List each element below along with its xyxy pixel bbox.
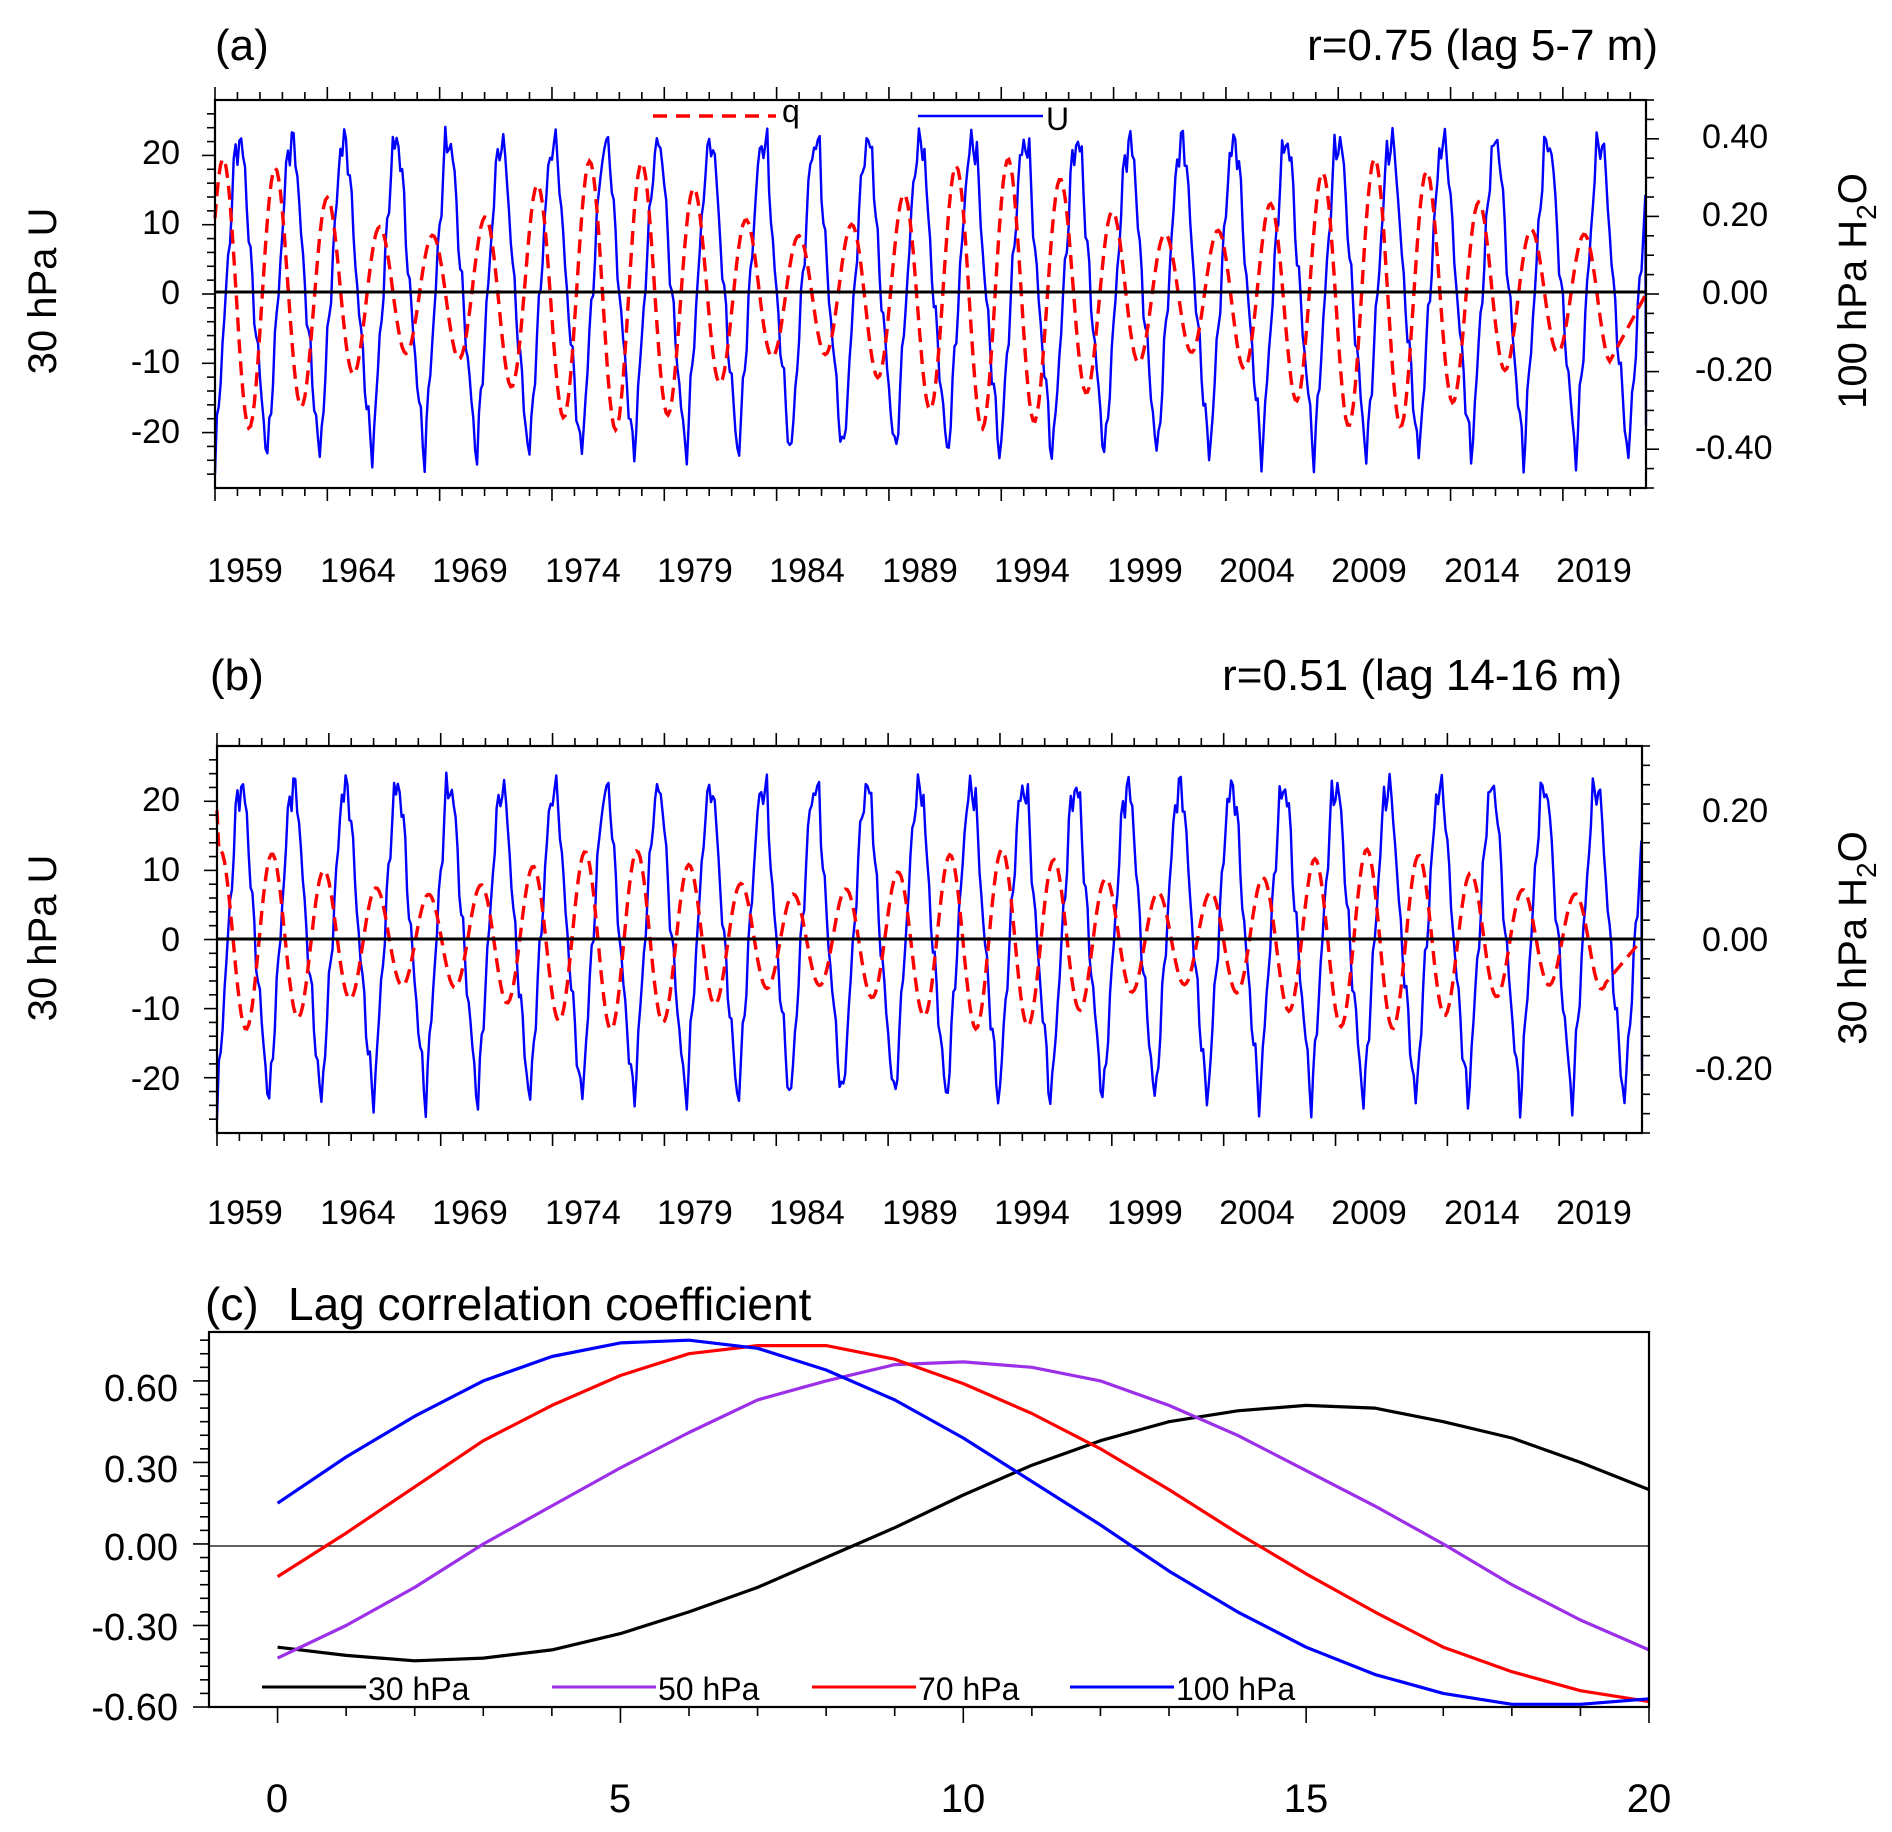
panel-a-xtick-label: 1974 bbox=[545, 552, 621, 590]
panel-c-frame bbox=[207, 1330, 1651, 1709]
panel-c-title: Lag correlation coefficient bbox=[288, 1278, 812, 1330]
panel-a-ytick-left: 20 bbox=[142, 134, 180, 172]
panel-b-xtick-label: 1974 bbox=[545, 1194, 621, 1232]
panel-b-xtick-label: 1969 bbox=[432, 1194, 508, 1232]
panel-a-xtick-label: 1964 bbox=[320, 552, 396, 590]
panel-b-ytick-left: 20 bbox=[142, 781, 180, 819]
panel-c-ytick-label: -0.30 bbox=[91, 1607, 178, 1649]
panel-b-xtick-label: 1959 bbox=[207, 1194, 283, 1232]
panel-b-xtick-label: 1964 bbox=[320, 1194, 396, 1232]
panel-b-ylabel-right-tail: O bbox=[1831, 831, 1875, 862]
panel-b-label: (b) bbox=[210, 651, 264, 700]
panel-b-ytick-left: 0 bbox=[161, 921, 180, 959]
panel-a-frame bbox=[213, 98, 1648, 490]
panel-b-annotation: r=0.51 (lag 14-16 m) bbox=[1222, 651, 1622, 700]
panel-b-ytick-left: -10 bbox=[131, 990, 180, 1028]
panel-a-xtick-label: 1999 bbox=[1107, 552, 1183, 590]
panel-b-ytick-right: -0.20 bbox=[1695, 1050, 1773, 1088]
panel-a-q-series-line bbox=[213, 156, 1648, 434]
legend-30hpa-label: 30 hPa bbox=[368, 1671, 470, 1707]
panel-c-legend: 30 hPa 50 hPa 70 hPa 100 hPa bbox=[262, 1671, 1295, 1707]
panel-b-xtick-label: 1999 bbox=[1107, 1194, 1183, 1232]
panel-c-ytick-label: 0.30 bbox=[104, 1449, 178, 1491]
panel-a: (a) r=0.75 (lag 5-7 m) 30 hPa U 100 hPa … bbox=[21, 21, 1882, 590]
panel-a-legend: q U bbox=[653, 93, 1069, 137]
panel-a-ylabel-right: 100 hPa H2O bbox=[1831, 173, 1882, 409]
panel-a-ylabel-right-tail: O bbox=[1831, 173, 1875, 204]
panel-c-p70-line bbox=[276, 1344, 1650, 1704]
panel-c-xtick-label: 15 bbox=[1284, 1777, 1329, 1821]
panel-a-xtick-label: 1969 bbox=[432, 552, 508, 590]
panel-b-ylabel-right-sub: 2 bbox=[1851, 862, 1882, 878]
panel-a-ytick-left: -20 bbox=[131, 413, 180, 451]
panel-b-xtick-label: 2004 bbox=[1219, 1194, 1295, 1232]
panel-c-xtick-label: 20 bbox=[1627, 1777, 1672, 1821]
panel-b-xtick-label: 1984 bbox=[769, 1194, 845, 1232]
panel-b-xtick-label: 2009 bbox=[1331, 1194, 1407, 1232]
panel-c-p50-line bbox=[276, 1360, 1650, 1660]
panel-a-ylabel-left: 30 hPa U bbox=[21, 208, 65, 375]
panel-b-ylabel-right-main: 30 hPa H bbox=[1831, 878, 1875, 1045]
panel-a-xtick-label: 2014 bbox=[1444, 552, 1520, 590]
panel-a-ylabel-right-main: 100 hPa H bbox=[1831, 220, 1875, 409]
panel-a-xtick-label: 2009 bbox=[1331, 552, 1407, 590]
panel-c-xtick-label: 10 bbox=[941, 1777, 986, 1821]
panel-c-p100-line bbox=[276, 1338, 1650, 1706]
panel-b-U-series-line bbox=[215, 771, 1644, 1120]
panel-a-ytick-right: 0.40 bbox=[1702, 118, 1768, 156]
panel-b-xtick-label: 1994 bbox=[994, 1194, 1070, 1232]
panel-b-ylabel-right: 30 hPa H2O bbox=[1831, 831, 1882, 1044]
panel-a-ytick-left: -10 bbox=[131, 343, 180, 381]
panel-b-frame bbox=[215, 744, 1644, 1135]
panel-a-ylabel-right-sub: 2 bbox=[1851, 204, 1882, 220]
panel-a-ytick-right: -0.40 bbox=[1695, 429, 1773, 467]
panel-b-ytick-left: -20 bbox=[131, 1060, 180, 1098]
panel-c-label: (c) bbox=[205, 1278, 259, 1330]
panel-b: (b) r=0.51 (lag 14-16 m) 30 hPa U 30 hPa… bbox=[21, 651, 1882, 1232]
panel-a-xtick-label: 1984 bbox=[769, 552, 845, 590]
panel-a-xtick-label: 1979 bbox=[657, 552, 733, 590]
panel-a-ytick-right: 0.00 bbox=[1702, 274, 1768, 312]
legend-U-label: U bbox=[1046, 101, 1069, 137]
panel-a-data-lines bbox=[213, 125, 1648, 475]
panel-c-xtick-label: 5 bbox=[609, 1777, 631, 1821]
panel-b-xtick-label: 2014 bbox=[1444, 1194, 1520, 1232]
panel-a-annotation: r=0.75 (lag 5-7 m) bbox=[1307, 21, 1658, 70]
panel-c-ticks bbox=[193, 1339, 1650, 1723]
panel-c-data-lines bbox=[276, 1338, 1650, 1706]
panel-b-ticks bbox=[204, 733, 1655, 1146]
panel-b-xtick-label: 1989 bbox=[882, 1194, 958, 1232]
panel-c-ytick-label: 0.60 bbox=[104, 1368, 178, 1410]
panel-a-ytick-right: -0.20 bbox=[1695, 351, 1773, 389]
panel-c-ytick-label: -0.60 bbox=[91, 1687, 178, 1729]
panel-c-p30-line bbox=[277, 1403, 1650, 1663]
panel-a-U-series-line bbox=[213, 125, 1648, 475]
panel-a-xtick-label: 1994 bbox=[994, 552, 1070, 590]
panel-b-ytick-right: 0.00 bbox=[1702, 921, 1768, 959]
panel-a-ticks bbox=[202, 87, 1659, 501]
panel-b-xtick-label: 2019 bbox=[1556, 1194, 1632, 1232]
panel-b-ylabel-left: 30 hPa U bbox=[21, 855, 65, 1022]
panel-b-data-lines bbox=[215, 771, 1644, 1120]
panel-a-xtick-label: 1959 bbox=[207, 552, 283, 590]
panel-a-ytick-left: 10 bbox=[142, 204, 180, 242]
panel-a-ytick-left: 0 bbox=[161, 274, 180, 312]
panel-b-ytick-right: 0.20 bbox=[1702, 792, 1768, 830]
panel-c-ytick-label: 0.00 bbox=[104, 1527, 178, 1569]
panel-a-xtick-label: 1989 bbox=[882, 552, 958, 590]
panel-a-ytick-right: 0.20 bbox=[1702, 196, 1768, 234]
panel-b-xtick-label: 1979 bbox=[657, 1194, 733, 1232]
legend-50hpa-label: 50 hPa bbox=[658, 1671, 760, 1707]
panel-b-ytick-left: 10 bbox=[142, 851, 180, 889]
panel-c: (c) Lag correlation coefficient 30 hPa 5… bbox=[91, 1278, 1671, 1821]
legend-100hpa-label: 100 hPa bbox=[1176, 1671, 1295, 1707]
legend-q-label: q bbox=[782, 93, 800, 129]
panel-b-q-series-line bbox=[215, 810, 1644, 1032]
panel-a-label: (a) bbox=[215, 21, 269, 70]
legend-70hpa-label: 70 hPa bbox=[918, 1671, 1020, 1707]
panel-a-xtick-label: 2004 bbox=[1219, 552, 1295, 590]
panel-c-xtick-label: 0 bbox=[266, 1777, 288, 1821]
panel-a-xtick-label: 2019 bbox=[1556, 552, 1632, 590]
